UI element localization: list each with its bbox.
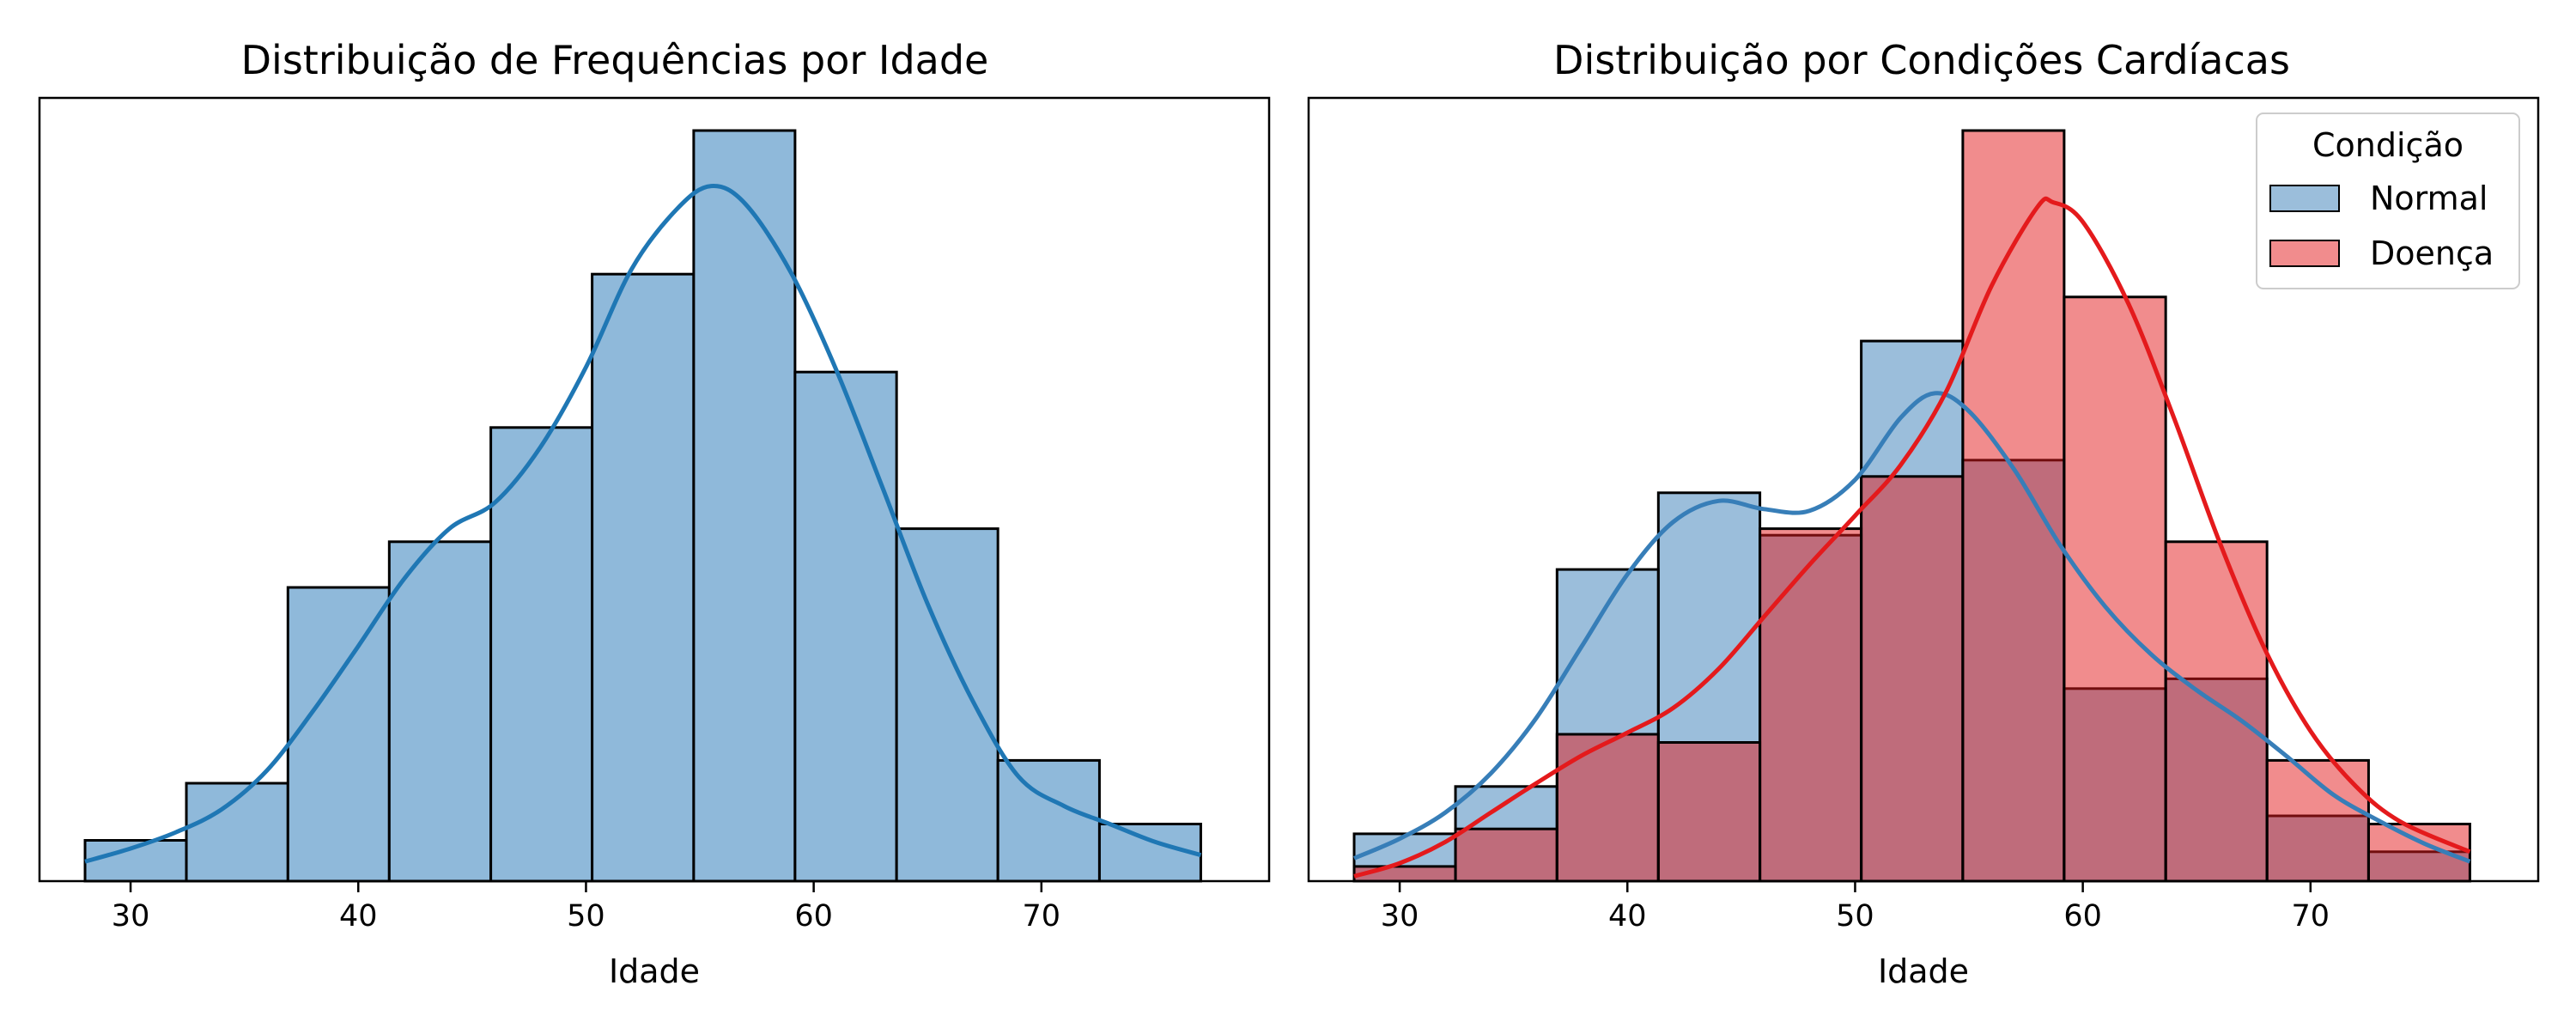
x-tick-label-60: 60 xyxy=(2063,899,2102,934)
bar-doenca-3 xyxy=(1656,741,1762,883)
legend-title: Condição xyxy=(2312,126,2464,164)
kde-line-all xyxy=(84,184,1202,864)
bar-doenca-4 xyxy=(1759,527,1863,883)
x-tick-label-30: 30 xyxy=(1381,899,1419,934)
bar-all-5 xyxy=(591,272,696,883)
legend-swatch-doenca xyxy=(2269,240,2340,267)
chart-title-cardiac-conditions: Distribuição por Condições Cardíacas xyxy=(1553,37,2290,83)
x-axis-label-cardiac-conditions: Idade xyxy=(1878,952,1969,990)
kde-age-distribution xyxy=(84,184,1202,864)
x-tick-label-40: 40 xyxy=(339,899,378,934)
x-tick-label-30: 30 xyxy=(112,899,150,934)
x-tick-label-50: 50 xyxy=(1836,899,1874,934)
x-tick-label-50: 50 xyxy=(567,899,605,934)
kde-line-doenca xyxy=(1353,196,2471,879)
legend-swatch-normal xyxy=(2269,185,2340,212)
x-ticks-age-distribution: 30 40 50 60 70 xyxy=(112,881,1060,934)
bar-all-8 xyxy=(895,527,999,883)
plot-frame-age-distribution xyxy=(38,96,1271,883)
bar-doenca-5 xyxy=(1860,475,1965,883)
bars-age-distribution xyxy=(83,129,1202,883)
kde-cardiac-conditions xyxy=(1353,196,2471,879)
kde-line-normal xyxy=(1353,391,2471,864)
panel-cardiac-conditions: Distribuição por Condições Cardíacas 30 4… xyxy=(1307,37,2540,990)
bars-cardiac-conditions xyxy=(1352,129,2471,883)
legend-label-doenca: Doença xyxy=(2370,234,2494,272)
bar-doenca-1 xyxy=(1454,827,1558,883)
bar-all-6 xyxy=(692,129,797,883)
x-tick-label-70: 70 xyxy=(1023,899,1061,934)
bar-all-7 xyxy=(793,370,898,883)
bar-all-2 xyxy=(286,586,391,883)
bar-all-9 xyxy=(996,758,1101,883)
x-axis-label-age-distribution: Idade xyxy=(609,952,700,990)
legend-label-normal: Normal xyxy=(2370,179,2488,217)
x-tick-label-70: 70 xyxy=(2292,899,2330,934)
bar-doenca-8 xyxy=(2164,540,2269,883)
legend: Condição Normal Doença xyxy=(2256,113,2520,289)
plot-frame-cardiac-conditions xyxy=(1307,96,2540,883)
panel-age-distribution: Distribuição de Frequências por Idade 30… xyxy=(38,37,1271,990)
bar-doenca-6 xyxy=(1961,129,2066,883)
bar-doenca-7 xyxy=(2063,295,2167,883)
chart-title-age-distribution: Distribuição de Frequências por Idade xyxy=(241,37,989,83)
bar-all-4 xyxy=(489,426,594,883)
x-tick-label-40: 40 xyxy=(1608,899,1647,934)
bar-doenca-10 xyxy=(2366,823,2471,883)
bar-doenca-2 xyxy=(1555,733,1660,883)
x-ticks-cardiac-conditions: 30 40 50 60 70 xyxy=(1381,881,2330,934)
bar-doenca-9 xyxy=(2265,758,2370,883)
x-tick-label-60: 60 xyxy=(794,899,833,934)
bar-all-3 xyxy=(387,540,493,883)
